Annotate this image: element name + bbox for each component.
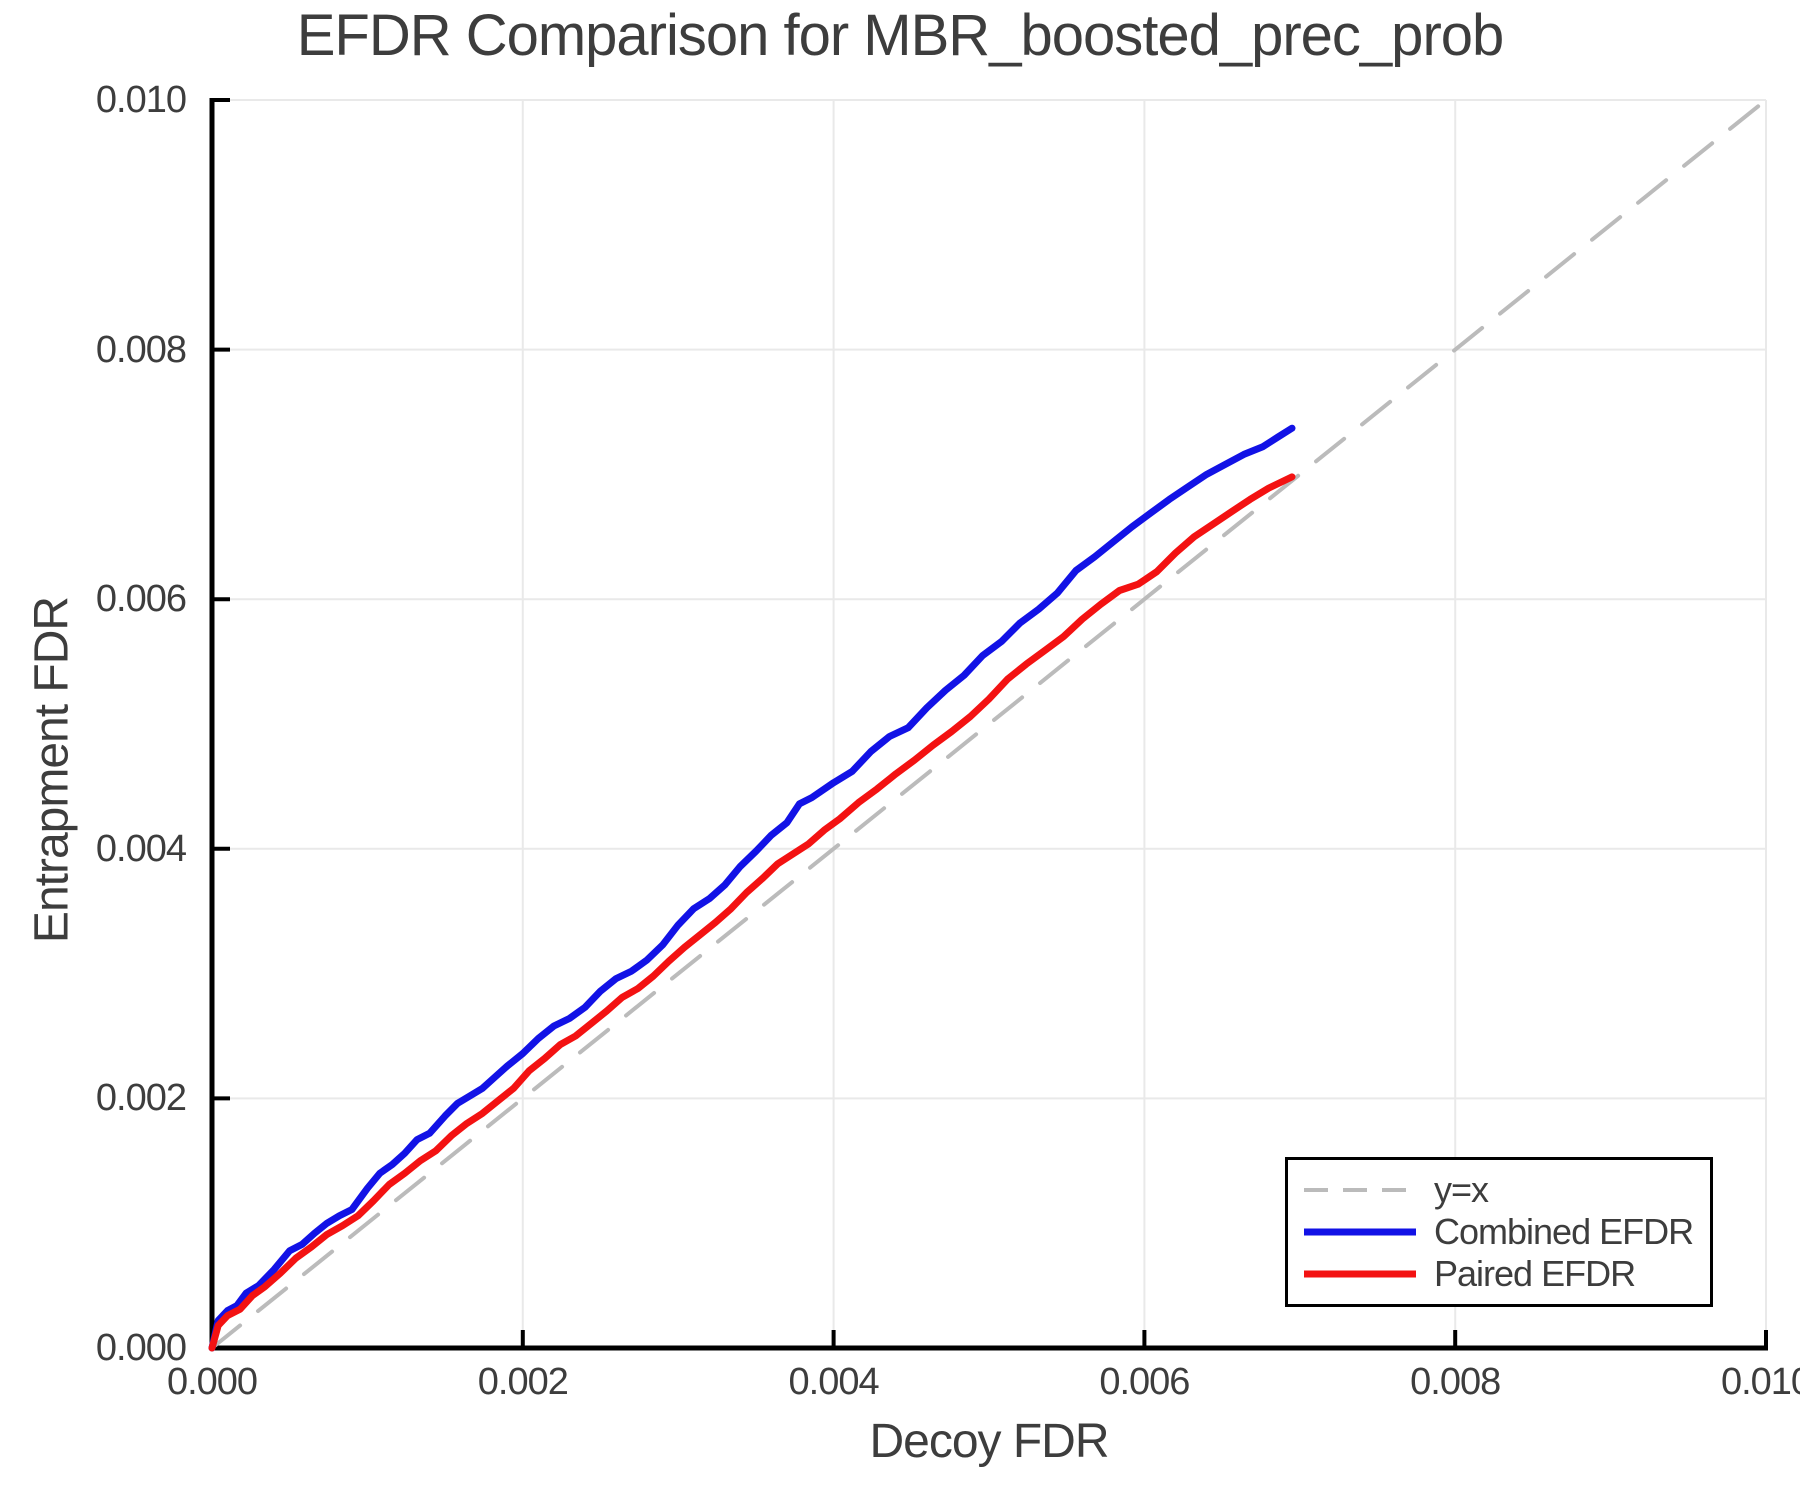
- legend-label-yx: y=x: [1434, 1169, 1489, 1210]
- series-line-paired-efdr: [208, 473, 1296, 1352]
- series-line-y-x: [210, 98, 1768, 1350]
- series-line-combined-efdr: [208, 424, 1296, 1352]
- y-tick-label: 0.000: [95, 1327, 187, 1369]
- x-tick-label: 0.010: [1720, 1361, 1800, 1403]
- legend-item-combined: Combined EFDR: [1304, 1211, 1710, 1252]
- y-tick-label: 0.002: [95, 1077, 187, 1120]
- legend-item-yx: y=x: [1304, 1169, 1710, 1210]
- y-tick-label: 0.010: [95, 79, 187, 121]
- y-tick-label: 0.006: [95, 578, 187, 621]
- x-tick-label: 0.000: [166, 1361, 258, 1403]
- legend-label-paired: Paired EFDR: [1434, 1253, 1636, 1294]
- x-tick-label: 0.006: [1099, 1361, 1190, 1403]
- x-tick-label: 0.004: [788, 1361, 880, 1403]
- dashed-line-sample-icon: [1304, 1188, 1416, 1192]
- chart-title: EFDR Comparison for MBR_boosted_prec_pro…: [296, 3, 1505, 68]
- legend-box: y=x Combined EFDR Paired EFDR: [1285, 1157, 1713, 1307]
- x-tick-label: 0.002: [477, 1361, 569, 1403]
- legend-item-paired: Paired EFDR: [1304, 1253, 1710, 1294]
- y-tick-label: 0.004: [95, 827, 187, 870]
- y-tick-label: 0.008: [95, 328, 187, 371]
- legend-label-combined: Combined EFDR: [1434, 1211, 1694, 1252]
- x-axis-label: Decoy FDR: [869, 1415, 1109, 1468]
- y-axis-label: Entrapment FDR: [25, 596, 79, 944]
- red-line-sample-icon: [1304, 1270, 1416, 1278]
- blue-line-sample-icon: [1304, 1228, 1416, 1236]
- x-tick-label: 0.008: [1410, 1361, 1501, 1403]
